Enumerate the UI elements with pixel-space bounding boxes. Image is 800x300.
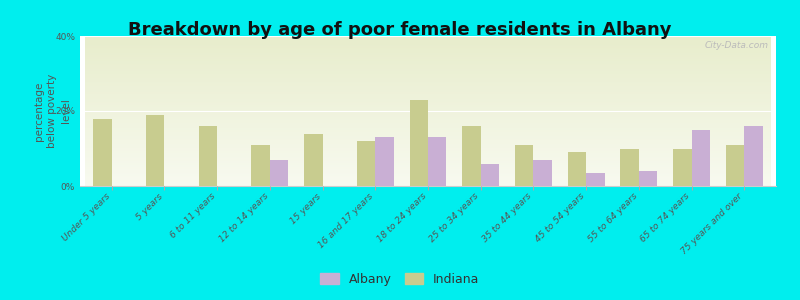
Bar (146, 115, 164, 186)
Bar (586, 173, 605, 186)
Bar (639, 171, 658, 186)
Bar (621, 148, 639, 186)
Bar (726, 145, 744, 186)
Bar (428, 137, 446, 186)
Bar (375, 137, 394, 186)
Bar (198, 126, 217, 186)
Bar (251, 145, 270, 186)
Bar (481, 164, 499, 186)
Bar (568, 152, 586, 186)
Bar (673, 148, 692, 186)
Bar (357, 141, 375, 186)
Text: City-Data.com: City-Data.com (705, 40, 769, 50)
Bar (744, 126, 763, 186)
Text: Breakdown by age of poor female residents in Albany: Breakdown by age of poor female resident… (128, 21, 672, 39)
Bar (515, 145, 534, 186)
Bar (304, 134, 322, 186)
Legend: Albany, Indiana: Albany, Indiana (315, 268, 485, 291)
Bar (93, 118, 112, 186)
Y-axis label: percentage
below poverty
level: percentage below poverty level (34, 74, 70, 148)
Bar (270, 160, 288, 186)
Bar (462, 126, 481, 186)
Bar (534, 160, 552, 186)
Bar (692, 130, 710, 186)
Bar (410, 100, 428, 186)
